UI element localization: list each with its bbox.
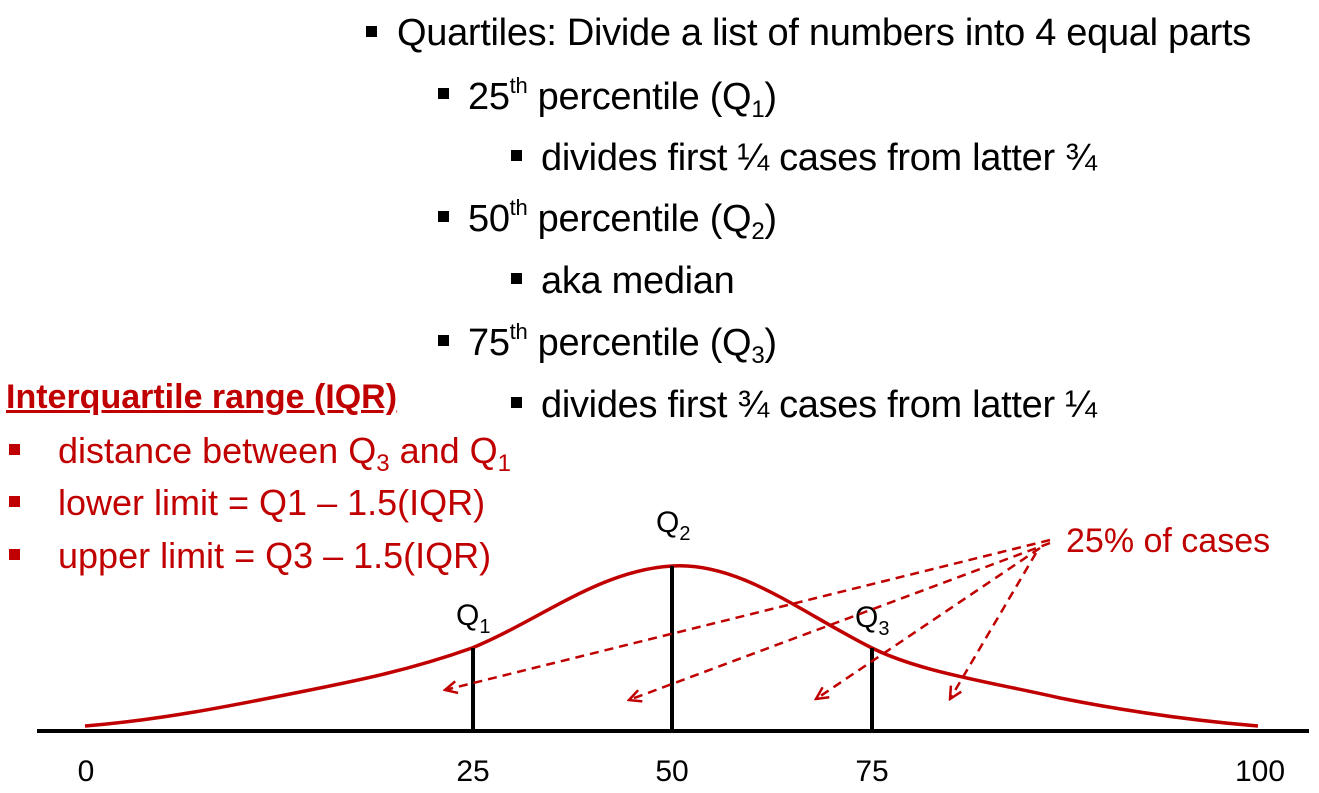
red-bullet-square — [9, 496, 20, 507]
bullet-square — [438, 211, 449, 222]
bullet-square — [366, 26, 377, 37]
percentile-50: 50th percentile (Q2) — [468, 195, 777, 245]
bullet-square — [511, 150, 522, 161]
q3-label: Q3 — [855, 601, 889, 640]
axis-tick-0: 0 — [78, 755, 95, 788]
percentile-75: 75th percentile (Q3) — [468, 319, 777, 369]
bullet-square — [511, 273, 522, 284]
q2-label: Q2 — [656, 506, 690, 545]
q1-label: Q1 — [456, 599, 490, 638]
red-bullet-square — [9, 444, 20, 455]
axis-tick-100: 100 — [1235, 755, 1285, 788]
axis-tick-75: 75 — [855, 755, 888, 788]
iqr-lower-limit: lower limit = Q1 – 1.5(IQR) — [58, 482, 486, 523]
cases-label: 25% of cases — [1066, 522, 1270, 560]
axis-tick-25: 25 — [456, 755, 489, 788]
arrow-to-fourth-quarter — [950, 552, 1038, 699]
iqr-title: Interquartile range (IQR) — [6, 378, 398, 416]
quartiles-heading: Quartiles: Divide a list of numbers into… — [397, 12, 1251, 54]
percentile-75-desc: divides first ¾ cases from latter ¼ — [541, 384, 1097, 426]
percentile-25: 25th percentile (Q1) — [468, 73, 777, 123]
distribution-curve — [84, 564, 1259, 728]
percentile-25-desc: divides first ¼ cases from latter ¾ — [541, 137, 1097, 179]
bullet-square — [438, 88, 449, 99]
arrow-to-third-quarter — [816, 546, 1041, 699]
iqr-upper-limit: upper limit = Q3 – 1.5(IQR) — [58, 535, 492, 576]
red-bullet-square — [9, 549, 20, 560]
bullet-square — [511, 397, 522, 408]
axis-tick-50: 50 — [655, 755, 688, 788]
iqr-distance: distance between Q3 and Q1 — [58, 430, 511, 477]
percentile-50-desc: aka median — [541, 260, 735, 302]
bullet-square — [438, 335, 449, 346]
